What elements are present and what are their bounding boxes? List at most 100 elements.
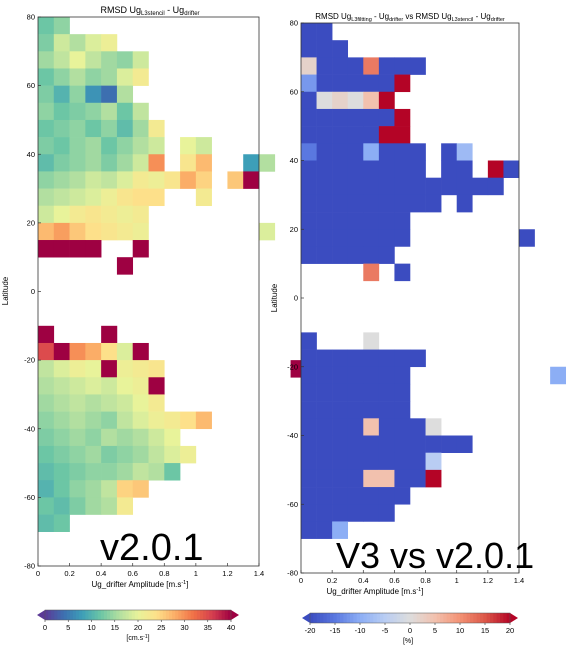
colorbar-min-arrow: [37, 610, 45, 620]
heatmap-cell: [363, 229, 380, 247]
heatmap-cell: [101, 463, 118, 481]
colorbar-segment: [79, 610, 83, 620]
heatmap-cell: [347, 212, 364, 230]
heatmap-cell: [378, 435, 395, 453]
heatmap-cell: [363, 143, 380, 161]
colorbar-segment: [443, 613, 448, 623]
heatmap-cell: [38, 428, 55, 447]
right-panel: RMSD UgL3filtting - Ugdrifter vs RMSD Ug…: [270, 12, 567, 645]
heatmap-cell: [148, 394, 165, 412]
heatmap-cell: [53, 17, 70, 35]
colorbar-segment: [433, 613, 438, 623]
colorbar-segment: [396, 613, 401, 623]
colorbar-segment: [420, 613, 424, 623]
colorbar-segment: [340, 613, 344, 623]
heatmap-cell: [180, 154, 197, 172]
heatmap-cell: [53, 51, 70, 69]
heatmap-cell: [116, 119, 134, 138]
heatmap-cell: [132, 428, 149, 447]
colorbar-segment: [159, 610, 164, 620]
heatmap-cell: [101, 154, 118, 172]
heatmap-cell: [378, 57, 395, 75]
heatmap-cell: [53, 360, 70, 378]
heatmap-cell: [301, 194, 317, 213]
heatmap-cell: [148, 411, 165, 430]
heatmap-cell: [69, 102, 86, 121]
colorbar-segment: [450, 613, 454, 623]
heatmap-cell: [132, 342, 149, 361]
colorbar-segment: [150, 610, 154, 620]
colorbar-segment: [144, 610, 148, 620]
y-tick-label: 80: [290, 19, 298, 28]
colorbar-segment: [323, 613, 328, 623]
heatmap-cell: [116, 102, 134, 121]
heatmap-cell: [332, 212, 349, 230]
colorbar-segment: [426, 613, 431, 623]
heatmap-cell: [332, 143, 349, 161]
heatmap-cell: [38, 445, 55, 464]
heatmap-cell: [363, 263, 380, 282]
heatmap-cell: [378, 160, 395, 178]
heatmap-cell: [378, 126, 395, 144]
heatmap-cell: [38, 205, 55, 224]
heatmap-cell: [410, 435, 426, 453]
colorbar-segment: [218, 610, 223, 620]
heatmap-cell: [347, 57, 364, 75]
heatmap-cell: [332, 452, 349, 471]
colorbar-tick-label: 10: [87, 623, 95, 632]
heatmap-cell: [301, 487, 317, 505]
heatmap-cell: [363, 469, 380, 488]
heatmap-cell: [332, 435, 349, 453]
colorbar-tick-label: -5: [382, 626, 389, 635]
heatmap-cell: [332, 108, 349, 127]
heatmap-cell: [394, 418, 411, 436]
heatmap-cell: [316, 469, 333, 488]
y-tick-label: 0: [294, 294, 298, 303]
colorbar-segment: [69, 610, 74, 620]
heatmap-cell: [378, 418, 395, 436]
heatmap-cell: [195, 154, 212, 172]
colorbar-segment: [66, 610, 71, 620]
heatmap-cell: [132, 154, 149, 172]
heatmap-cell: [316, 212, 333, 230]
heatmap-cell: [85, 342, 102, 361]
heatmap-cell: [394, 349, 411, 368]
colorbar-tick-label: 5: [66, 623, 70, 632]
heatmap-cell: [316, 229, 333, 247]
heatmap-cell: [347, 349, 364, 368]
colorbar-max-arrow: [231, 610, 239, 620]
heatmap-cell: [378, 212, 395, 230]
heatmap-cell: [301, 126, 317, 144]
heatmap-cell: [164, 411, 181, 430]
heatmap-cell: [487, 160, 504, 178]
heatmap-cell: [332, 194, 349, 213]
heatmap-cell: [410, 194, 426, 213]
heatmap-cell: [410, 143, 426, 161]
left-heatmap-cells: [38, 17, 307, 532]
heatmap-cell: [116, 137, 134, 155]
left-title: RMSD UgL3stencil - Ugdrifter: [100, 5, 199, 17]
heatmap-cell: [363, 487, 380, 505]
heatmap-cell: [53, 85, 70, 104]
heatmap-cell: [69, 51, 86, 69]
colorbar-segment: [45, 610, 49, 620]
heatmap-cell: [69, 171, 86, 189]
heatmap-cell: [550, 366, 567, 385]
x-tick-label: 0: [36, 569, 40, 578]
heatmap-cell: [394, 177, 411, 196]
heatmap-cell: [503, 160, 520, 178]
heatmap-cell: [332, 177, 349, 196]
y-tick-label: 60: [27, 81, 35, 90]
colorbar-tick-label: 15: [481, 626, 489, 635]
heatmap-cell: [259, 222, 276, 241]
heatmap-cell: [378, 177, 395, 196]
heatmap-cell: [425, 418, 442, 436]
colorbar-segment: [85, 610, 89, 620]
heatmap-cell: [180, 445, 197, 464]
heatmap-cell: [394, 229, 411, 247]
x-tick-label: 0: [299, 576, 303, 585]
heatmap-cell: [38, 51, 55, 69]
colorbar-segment: [330, 613, 334, 623]
heatmap-cell: [347, 383, 364, 402]
heatmap-cell: [101, 428, 118, 447]
